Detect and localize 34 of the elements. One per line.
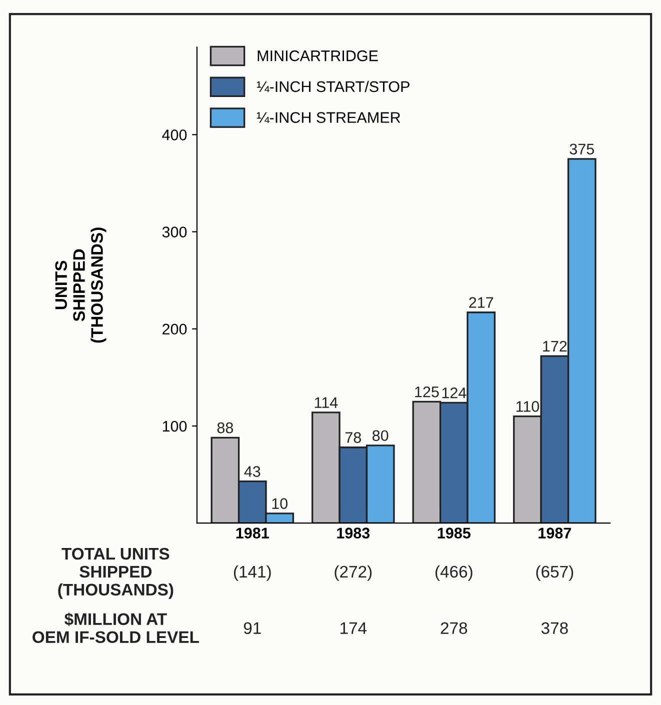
data-label: 114	[314, 397, 338, 408]
legend-label: MINICARTRIDGE	[258, 50, 378, 62]
data-label: 80	[372, 430, 388, 442]
text: 174	[340, 622, 367, 634]
text: 278	[440, 622, 468, 634]
data-label: 124	[442, 387, 466, 398]
data-label: 217	[469, 297, 494, 308]
data-label: 375	[570, 144, 594, 155]
data-label: 88	[217, 422, 234, 434]
text: (141)	[234, 565, 271, 581]
y-tick-label: 100	[162, 420, 187, 432]
y-tick-label: 300	[162, 226, 187, 238]
data-label: 110	[516, 401, 540, 412]
y-tick-label: 200	[162, 324, 187, 335]
y-tick-label: 400	[162, 130, 187, 140]
legend-label: ¼-INCH START/STOP	[256, 80, 410, 92]
x-tick-label: 1985	[438, 528, 470, 538]
data-label: 10	[272, 498, 288, 509]
text: $MILLION AT OEM IF-SOLD LEVEL	[32, 612, 199, 644]
legend-label: ¼-INCH STREAMER	[256, 112, 400, 123]
text: 91	[244, 622, 261, 634]
y-axis-title: UNITS SHIPPED (THOUSANDS)	[55, 228, 106, 343]
text: (272)	[334, 565, 372, 581]
x-tick-label: 1983	[337, 528, 370, 539]
x-tick-label: 1987	[538, 528, 572, 538]
data-label: 78	[345, 432, 361, 443]
text: TOTAL UNITS SHIPPED (THOUSANDS)	[58, 548, 174, 599]
text: 378	[541, 622, 568, 634]
x-tick-label: 1981	[236, 528, 269, 538]
data-label: 43	[244, 466, 260, 477]
text: (466)	[436, 565, 472, 581]
text: (657)	[536, 565, 574, 581]
data-label: 125	[415, 386, 439, 398]
data-label: 172	[543, 340, 567, 352]
